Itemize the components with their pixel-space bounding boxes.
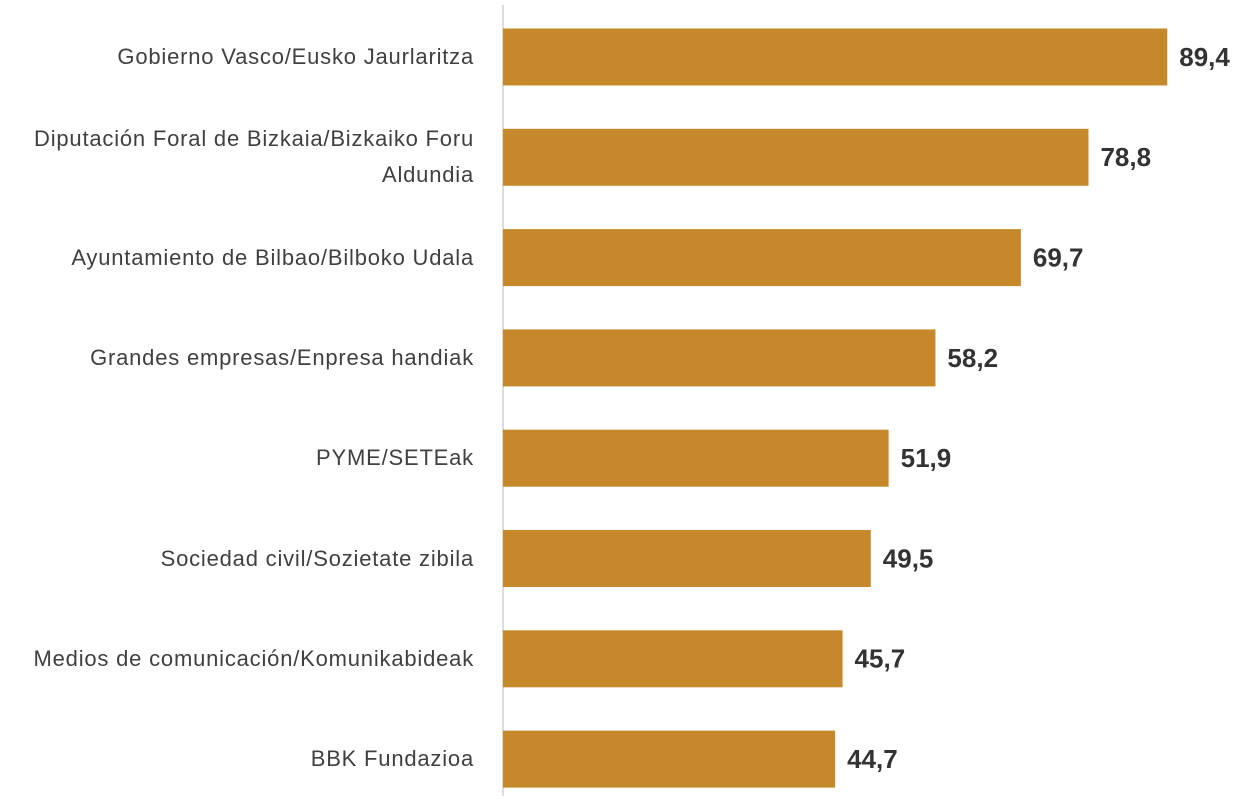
bar (503, 530, 871, 587)
bar (503, 429, 889, 487)
bar (503, 229, 1021, 287)
value-label: 45,7 (855, 644, 906, 674)
category-label: BBK Fundazioa (310, 746, 474, 772)
value-label: 89,4 (1179, 42, 1230, 72)
value-label: 78,8 (1100, 142, 1151, 172)
value-label: 44,7 (847, 744, 898, 774)
category-label: Gobierno Vasco/Eusko Jaurlaritza (117, 44, 474, 69)
category-label: Medios de comunicación/Komunikabideak (33, 645, 474, 671)
category-label: Grandes empresas/Enpresa handiak (90, 344, 474, 370)
bar (503, 630, 843, 688)
category-label: Ayuntamiento de Bilbao/Bilboko Udala (71, 244, 474, 270)
bar (503, 28, 1168, 86)
category-label: Diputación Foral de Bizkaia/Bizkaiko For… (34, 126, 474, 188)
category-label: Sociedad civil/Sozietate zibila (160, 545, 474, 571)
value-label: 69,7 (1033, 242, 1084, 272)
bar (503, 730, 836, 788)
bar (503, 329, 936, 387)
bar (503, 128, 1089, 186)
value-label: 58,2 (947, 343, 998, 373)
value-label: 51,9 (901, 443, 952, 473)
category-label: PYME/SETEak (316, 445, 474, 471)
value-label: 49,5 (883, 543, 934, 573)
